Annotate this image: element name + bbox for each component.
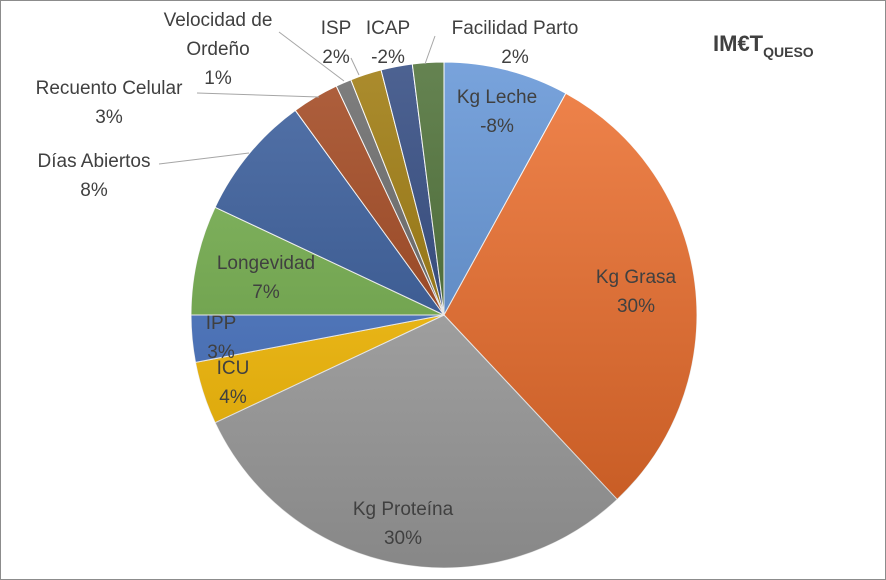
slice-name-label: ISP [321, 18, 352, 39]
data-label-longevidad: Longevidad 7% [217, 253, 315, 303]
slice-name-label: Facilidad Parto [452, 18, 579, 39]
leader-line-velocidad-de-ordeno [278, 31, 345, 82]
slice-value-label: 8% [80, 180, 108, 201]
slice-name-label: IPP [206, 313, 237, 334]
slice-value-label: 4% [219, 387, 247, 408]
leader-line-facilidad-parto [424, 35, 436, 65]
data-label-recuento-celular: Recuento Celular 3% [36, 78, 183, 128]
slice-name-label: ICAP [366, 18, 410, 39]
slice-value-label: 1% [204, 68, 232, 89]
slice-name-label: Longevidad [217, 253, 315, 274]
slice-value-label: 30% [617, 296, 655, 317]
chart-title-main: IM€T [713, 31, 764, 56]
data-label-kg-proteina: Kg Proteína 30% [353, 499, 454, 549]
slice-value-label: -2% [371, 47, 405, 68]
data-label-dias-abiertos: Días Abiertos 8% [38, 151, 151, 201]
slice-value-label: 7% [252, 282, 280, 303]
slice-value-label: 2% [501, 47, 529, 68]
leader-lines [158, 31, 436, 165]
slice-value-label: -8% [480, 116, 514, 137]
data-label-icap: ICAP -2% [366, 18, 410, 68]
leader-line-isp [350, 57, 360, 76]
data-label-isp: ISP 2% [321, 18, 352, 68]
data-labels: Kg Leche -8% Kg Grasa 30% Kg Proteína 30% ICU 4… [36, 10, 677, 549]
slice-name-label: Velocidad de [164, 10, 273, 31]
data-label-velocidad-de-ordeno: Velocidad de Ordeño 1% [164, 10, 273, 89]
slice-value-label: 30% [384, 528, 422, 549]
chart-title: IM€TQUESO [713, 31, 814, 60]
slice-name-label: Recuento Celular [36, 78, 183, 99]
slice-value-label: 3% [207, 342, 235, 363]
data-label-kg-grasa: Kg Grasa 30% [596, 267, 677, 317]
slice-name-label: Días Abiertos [38, 151, 151, 172]
data-label-icu: ICU 4% [217, 358, 250, 408]
data-label-kg-leche: Kg Leche -8% [457, 87, 537, 137]
slice-name-label: Kg Grasa [596, 267, 677, 288]
slice-name-label: Ordeño [186, 39, 249, 60]
slice-name-label: Kg Leche [457, 87, 537, 108]
data-label-ipp: IPP 3% [206, 313, 237, 363]
slice-value-label: 3% [95, 107, 123, 128]
slice-name-label: Kg Proteína [353, 499, 454, 520]
data-label-facilidad-parto: Facilidad Parto 2% [452, 18, 579, 68]
leader-line-recuento-celular [196, 92, 320, 98]
slice-name-label: ICU [217, 358, 250, 379]
leader-line-dias-abiertos [158, 152, 250, 165]
slice-value-label: 2% [322, 47, 350, 68]
chart-title-subscript: QUESO [763, 44, 814, 60]
